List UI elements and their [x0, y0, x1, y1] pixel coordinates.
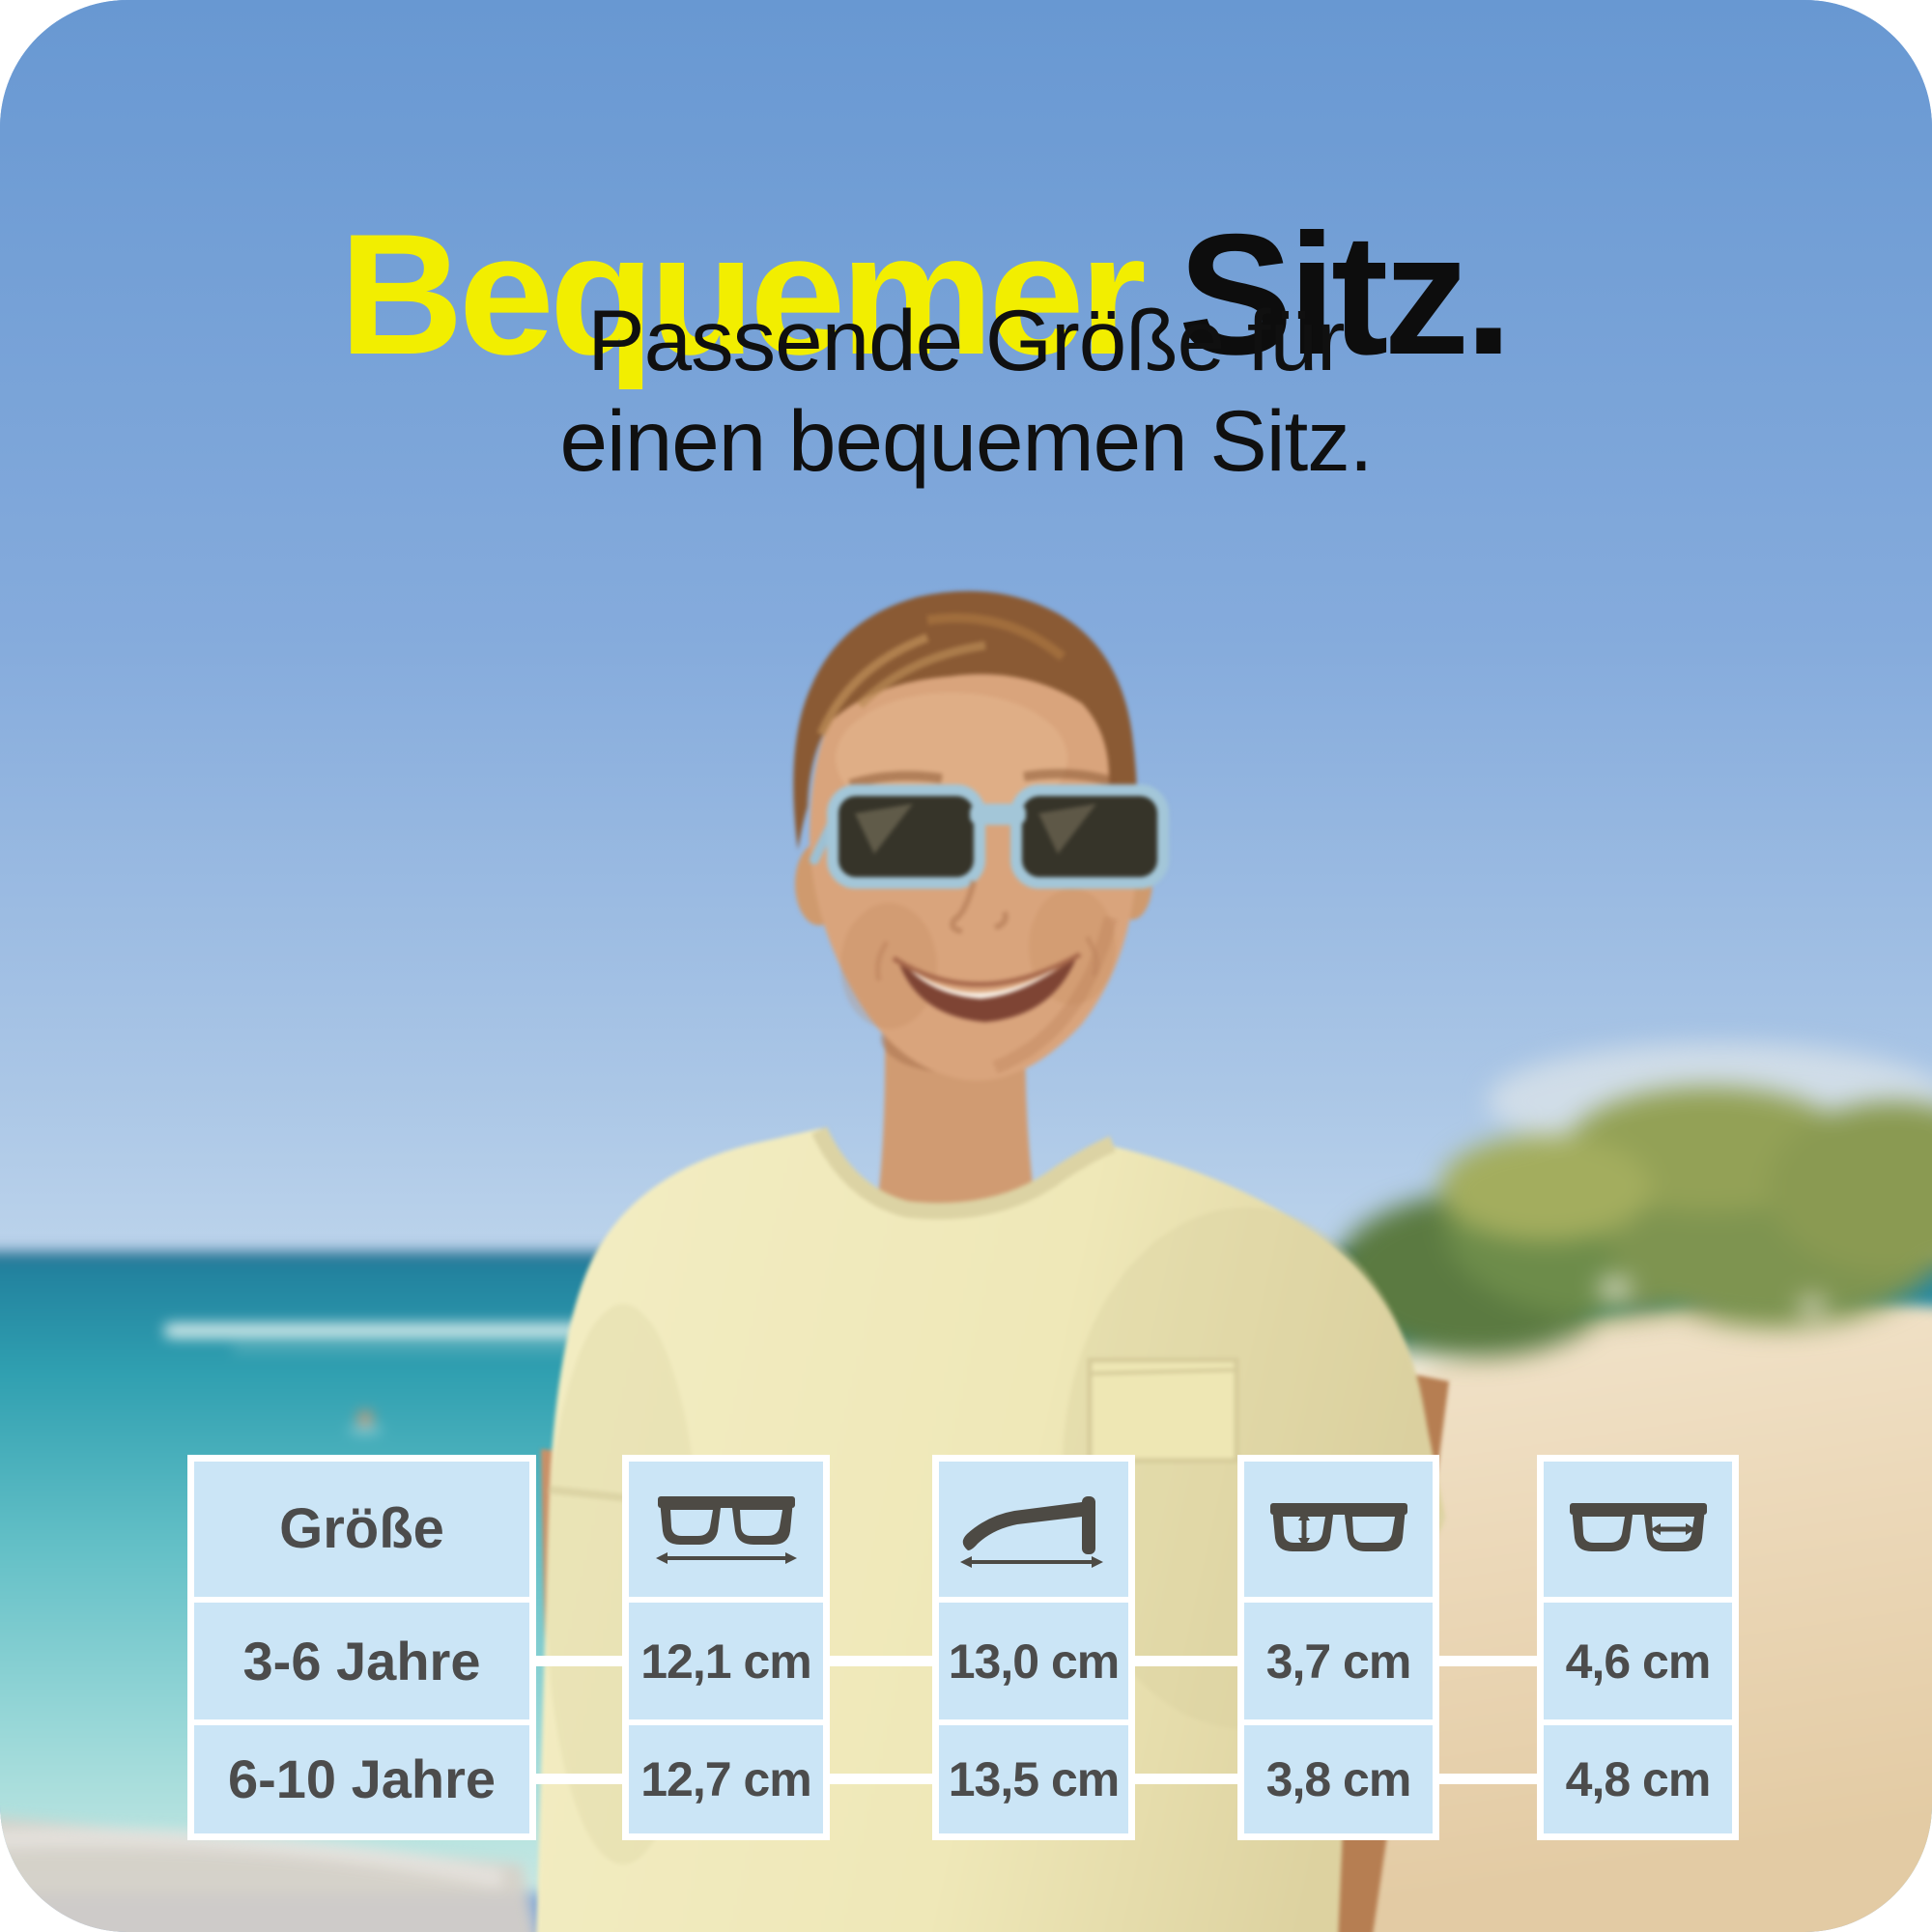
subtitle-line-2: einen bequemen Sitz.	[559, 392, 1374, 490]
table-column-lens-height: 3,7 cm 3,8 cm	[1237, 1455, 1439, 1840]
temple-length-3-6: 13,0 cm	[939, 1603, 1128, 1719]
lens-width-6-10: 4,8 cm	[1544, 1725, 1732, 1833]
table-header-size: Größe	[194, 1462, 529, 1597]
swimmer	[357, 1410, 373, 1426]
lens-height-icon	[1244, 1462, 1433, 1597]
subtitle-line-1: Passende Größe für	[587, 292, 1345, 388]
collar	[811, 1126, 1117, 1220]
hair	[793, 590, 1138, 850]
lens-width-3-6: 4,6 cm	[1544, 1603, 1732, 1719]
lens-height-6-10: 3,8 cm	[1244, 1725, 1433, 1833]
page-title: Bequemer Sitz.	[0, 200, 1889, 389]
temple-length-6-10: 13,5 cm	[939, 1725, 1128, 1833]
teeth	[906, 961, 1067, 999]
frame-width-6-10: 12,7 cm	[629, 1725, 823, 1833]
beach-umbrella	[1599, 1279, 1632, 1298]
sunglasses	[810, 784, 1169, 889]
temple-length-icon	[939, 1462, 1128, 1597]
title-rest: Sitz.	[1178, 198, 1513, 391]
table-column-temple-length: 13,0 cm 13,5 cm	[932, 1455, 1135, 1840]
table-column-lens-width: 4,6 cm 4,8 cm	[1537, 1455, 1739, 1840]
lens-width-icon	[1544, 1462, 1732, 1597]
title-highlight: Bequemer	[339, 198, 1147, 391]
lens-height-3-6: 3,7 cm	[1244, 1603, 1433, 1719]
page-subtitle: Passende Größe für einen bequemen Sitz.	[0, 290, 1932, 491]
shirt-pocket	[1087, 1357, 1239, 1463]
frame-width-icon	[629, 1462, 823, 1597]
row-label-6-10: 6-10 Jahre	[194, 1725, 529, 1833]
table-column-frame-width: 12,1 cm 12,7 cm	[622, 1455, 830, 1840]
row-label-3-6: 3-6 Jahre	[194, 1603, 529, 1719]
table-column-size: Größe 3-6 Jahre 6-10 Jahre	[187, 1455, 536, 1840]
nose	[950, 880, 1009, 934]
frame-width-3-6: 12,1 cm	[629, 1603, 823, 1719]
smile	[898, 956, 1077, 1022]
